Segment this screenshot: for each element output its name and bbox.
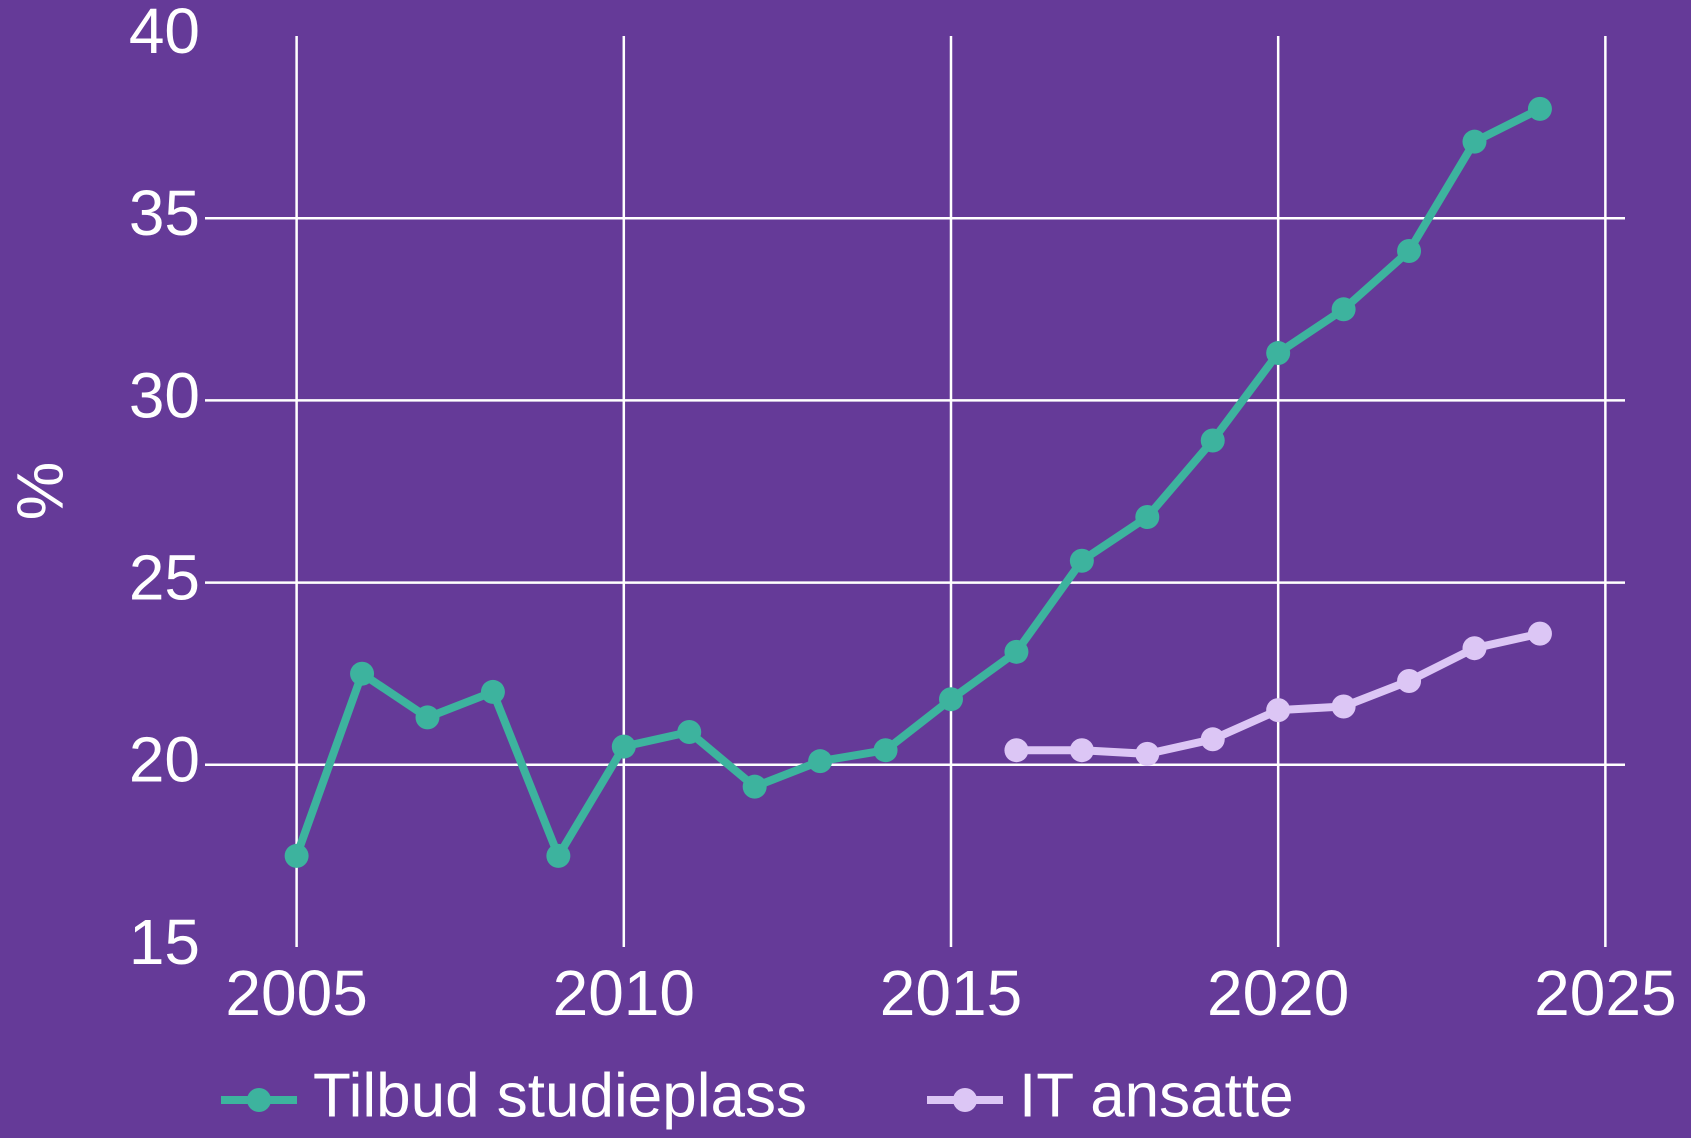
marker — [1462, 129, 1487, 154]
marker — [350, 661, 375, 686]
y-tick-label: 35 — [129, 177, 200, 249]
line — [292, 105, 1542, 860]
legend-marker — [953, 1088, 977, 1112]
legend-label: IT ansatte — [1019, 1061, 1294, 1130]
legend-item: IT ansatte — [927, 1061, 1294, 1130]
marker — [1004, 639, 1029, 664]
marker — [873, 738, 898, 763]
y-tick-label: 30 — [129, 359, 200, 431]
marker — [1462, 636, 1487, 661]
marker — [1266, 341, 1291, 366]
marker — [938, 687, 963, 712]
marker — [1527, 621, 1552, 646]
marker — [1200, 727, 1225, 752]
y-axis-label: % — [2, 462, 76, 521]
y-tick-label: 25 — [129, 542, 200, 614]
y-tick-label: 40 — [129, 0, 200, 67]
marker — [480, 679, 505, 704]
marker — [1200, 428, 1225, 453]
marker — [808, 749, 833, 774]
marker — [1331, 297, 1356, 322]
marker — [546, 843, 571, 868]
marker — [284, 843, 309, 868]
x-tick-label: 2025 — [1534, 957, 1676, 1029]
marker — [1397, 238, 1422, 263]
y-tick-label: 15 — [129, 906, 200, 978]
marker — [1266, 698, 1291, 723]
marker — [415, 705, 440, 730]
marker — [1527, 96, 1552, 121]
marker — [742, 774, 767, 799]
marker — [1397, 668, 1422, 693]
marker — [1331, 694, 1356, 719]
legend-label: Tilbud studieplass — [313, 1061, 807, 1130]
marker — [1069, 738, 1094, 763]
series — [1004, 621, 1552, 766]
marker — [677, 720, 702, 745]
y-tick-label: 20 — [129, 724, 200, 796]
marker — [1004, 738, 1029, 763]
x-tick-label: 2015 — [880, 957, 1022, 1029]
marker — [611, 734, 636, 759]
series — [284, 96, 1552, 868]
x-tick-label: 2020 — [1207, 957, 1349, 1029]
marker — [1135, 505, 1160, 530]
x-tick-label: 2005 — [225, 957, 367, 1029]
marker — [1069, 548, 1094, 573]
marker — [1135, 741, 1160, 766]
legend-marker — [247, 1088, 271, 1112]
x-tick-label: 2010 — [553, 957, 695, 1029]
legend-item: Tilbud studieplass — [221, 1061, 807, 1130]
